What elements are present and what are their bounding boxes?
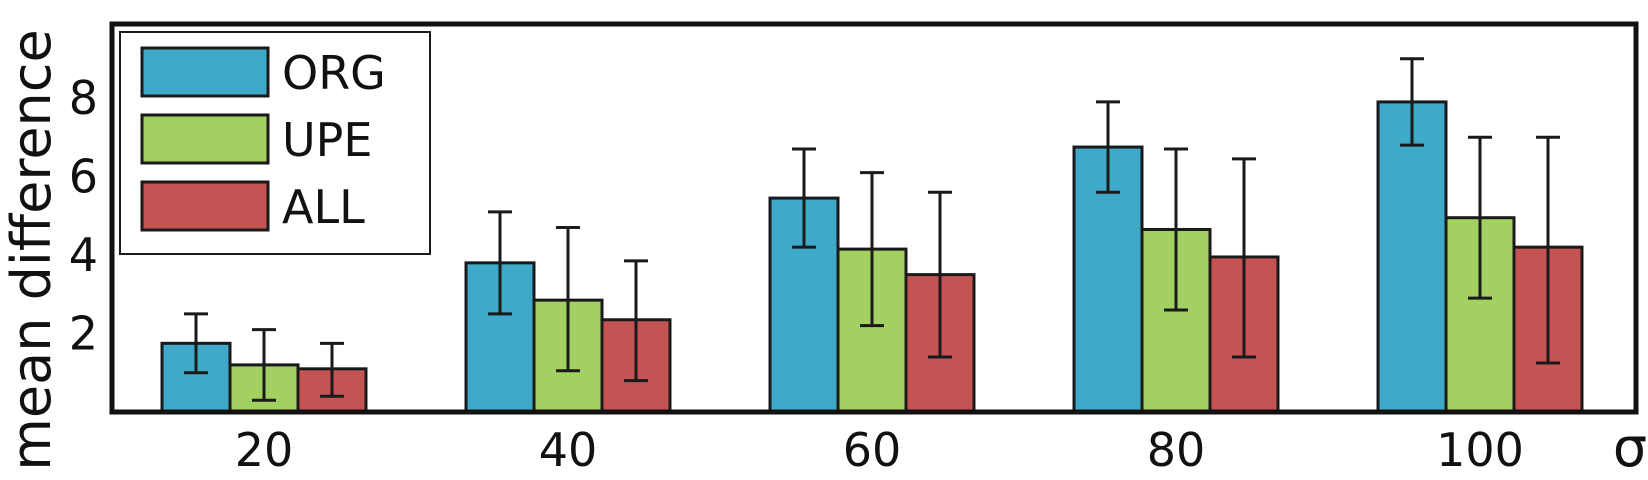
x-tick-label: 20 xyxy=(235,423,294,477)
y-tick-labels: 2 4 6 8 xyxy=(69,71,98,361)
y-tick-label: 8 xyxy=(69,71,98,125)
legend-label-all: ALL xyxy=(282,180,365,234)
error-bar-org-100 xyxy=(1400,57,1424,147)
legend-swatch-org xyxy=(140,46,270,98)
legend-swatch-all xyxy=(140,180,270,232)
x-tick-labels: 20 40 60 80 100 xyxy=(235,423,1524,477)
y-tick-label: 6 xyxy=(69,150,98,204)
x-tick-label: 100 xyxy=(1436,423,1524,477)
error-bar-all-80 xyxy=(1232,157,1256,359)
error-bar-upe-100 xyxy=(1468,135,1492,300)
y-axis-label: mean difference xyxy=(0,29,63,470)
plot-frame xyxy=(109,21,1639,415)
legend-swatch-upe xyxy=(140,113,270,165)
error-bar-all-40 xyxy=(624,259,648,383)
x-axis-label: σ xyxy=(1613,416,1647,479)
error-bar-org-20 xyxy=(184,312,208,375)
error-bar-upe-20 xyxy=(252,328,276,402)
bar-org-100 xyxy=(1376,100,1448,414)
error-bar-all-60 xyxy=(928,190,952,359)
x-tick-label: 80 xyxy=(1147,423,1206,477)
error-bar-upe-60 xyxy=(860,171,884,328)
legend: ORG UPE ALL xyxy=(119,31,431,255)
legend-label-org: ORG xyxy=(282,46,386,100)
error-bar-upe-80 xyxy=(1164,147,1188,312)
error-bar-org-80 xyxy=(1096,100,1120,194)
y-tick-label: 4 xyxy=(69,228,98,282)
x-tick-label: 40 xyxy=(539,423,598,477)
error-bars-layer xyxy=(184,57,1560,402)
x-tick-label: 60 xyxy=(843,423,902,477)
y-tick-label: 2 xyxy=(69,307,98,361)
error-bar-all-20 xyxy=(320,341,344,398)
error-bar-upe-40 xyxy=(556,226,580,373)
error-bar-org-40 xyxy=(488,210,512,316)
legend-label-upe: UPE xyxy=(282,113,372,167)
error-bar-org-60 xyxy=(792,147,816,249)
error-bar-all-100 xyxy=(1536,135,1560,365)
